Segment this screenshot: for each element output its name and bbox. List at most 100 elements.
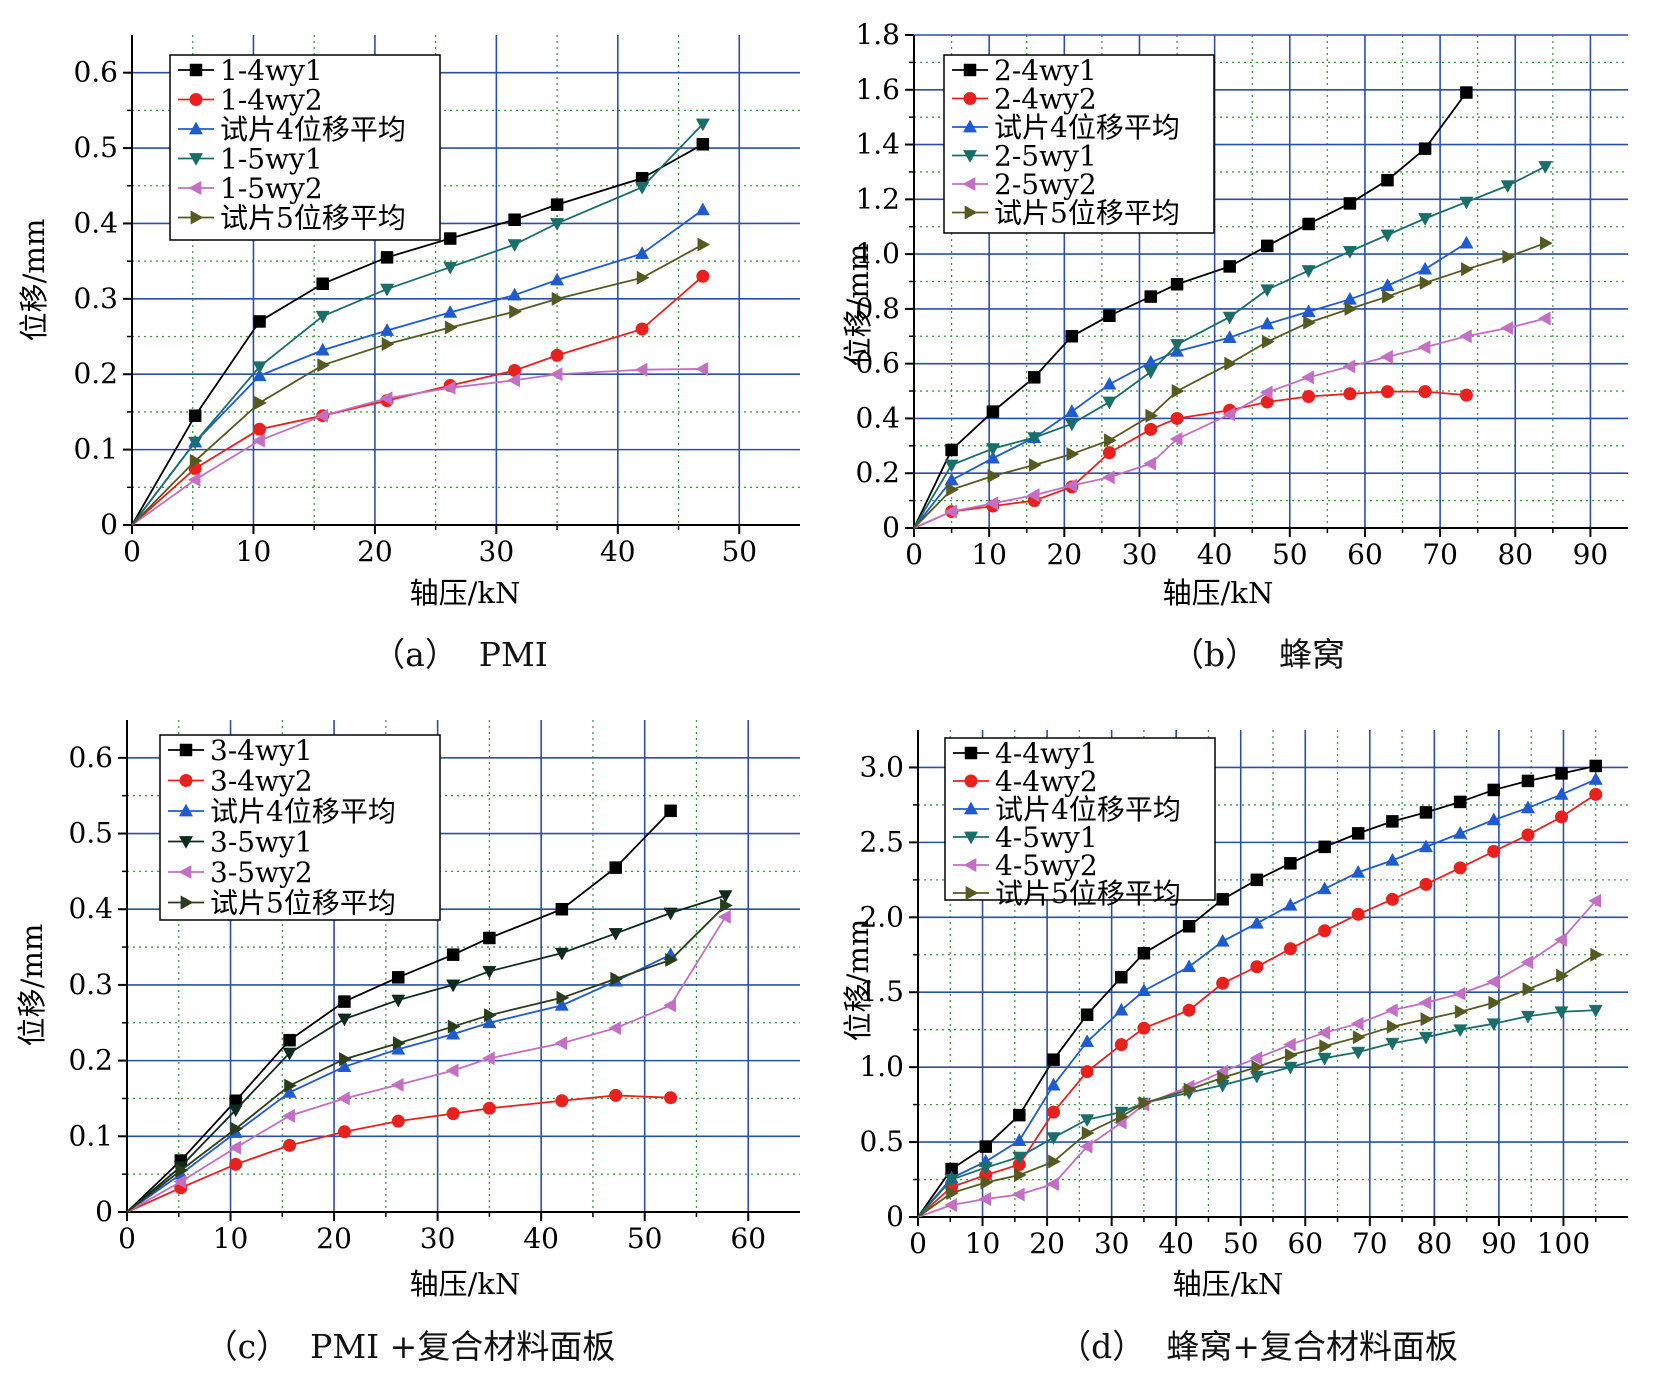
data-point [1419, 275, 1433, 290]
grid [914, 34, 1628, 528]
data-point [1143, 366, 1158, 380]
data-point [1385, 892, 1399, 906]
y-axis-label: 位移/mm [17, 219, 51, 342]
data-point [1380, 229, 1395, 243]
x-axis-label: 轴压/kN [1173, 1267, 1284, 1301]
series-line [126, 904, 727, 1213]
chart-caption-a: （a） PMI [372, 635, 548, 674]
legend-label: 1-4wy1 [220, 54, 323, 87]
data-point [1486, 974, 1500, 989]
data-point [1486, 1018, 1501, 1032]
data-point [1459, 388, 1473, 402]
y-tick-label: 0.1 [68, 1119, 113, 1152]
data-point [1380, 278, 1395, 291]
data-point [1556, 968, 1569, 983]
data-point [1182, 1003, 1196, 1017]
data-point [720, 898, 733, 913]
data-point [554, 947, 569, 961]
data-point [978, 1162, 993, 1175]
ticks: 0 10 20 30 40 50 60 70 80 90 100 0 0.5 1.0 1.5 2.0 2.5 3.… [859, 750, 1597, 1260]
data-point [1215, 933, 1230, 947]
data-point [1461, 262, 1474, 277]
x-tick-label: 30 [420, 1222, 456, 1255]
x-tick-label: 80 [1497, 538, 1533, 571]
y-tick-label: 0.5 [68, 817, 113, 850]
y-tick-label: 1.8 [855, 18, 900, 51]
data-point [1352, 1030, 1366, 1045]
legend-item: 3-4wy1 [168, 734, 313, 767]
data-point [944, 1174, 959, 1187]
data-point [1418, 385, 1432, 399]
x-tick-label: 70 [1352, 1227, 1388, 1260]
data-point [315, 310, 330, 324]
data-point [1458, 329, 1472, 344]
data-point [550, 218, 565, 231]
x-tick-label: 10 [213, 1222, 249, 1255]
legend-label: 试片5位移平均 [994, 197, 1180, 230]
data-point [1261, 334, 1275, 349]
legend-label: 试片4位移平均 [994, 111, 1180, 144]
x-tick-label: 60 [1347, 538, 1383, 571]
data-point [946, 1186, 959, 1201]
data-point [1170, 277, 1184, 291]
data-point [447, 1019, 461, 1034]
data-point [443, 232, 457, 245]
data-point [1102, 396, 1117, 410]
y-tick-label: 0 [95, 1195, 113, 1228]
data-point [1224, 356, 1238, 371]
legend-item: 2-5wy2 [952, 168, 1097, 201]
data-point [1027, 432, 1042, 446]
series-1 [913, 86, 1473, 529]
data-point [1344, 301, 1358, 316]
data-point [1488, 995, 1502, 1010]
data-point [380, 283, 395, 297]
data-point [1222, 311, 1237, 325]
data-point [1079, 1139, 1093, 1154]
data-point [187, 472, 201, 487]
data-point [985, 443, 1000, 456]
data-point [1318, 924, 1332, 938]
data-point [1418, 995, 1432, 1010]
data-point [1143, 354, 1158, 368]
y-tick-label: 0.3 [73, 282, 118, 315]
data-point [337, 1059, 352, 1073]
data-point [1317, 1052, 1332, 1066]
data-point [608, 928, 623, 941]
data-point [1283, 942, 1297, 956]
data-point [555, 902, 569, 916]
data-point [1453, 1024, 1468, 1038]
data-point [1136, 983, 1151, 997]
data-point [1487, 783, 1500, 797]
x-tick-label: 40 [523, 1222, 559, 1255]
legend-item: 试片4位移平均 [953, 793, 1181, 826]
data-point [664, 804, 677, 818]
legend-label: 2-4wy2 [994, 83, 1097, 116]
data-point [230, 1121, 244, 1136]
data-point [1251, 1060, 1265, 1075]
data-point [1144, 290, 1157, 303]
data-point [554, 1036, 568, 1051]
legend-marker [178, 864, 192, 880]
data-point [986, 405, 1000, 418]
data-point [1554, 787, 1569, 800]
data-point [252, 361, 267, 375]
legend-item: 试片4位移平均 [178, 113, 406, 146]
data-point [695, 202, 710, 216]
data-point [979, 1140, 993, 1153]
y-tick-label: 3.0 [859, 750, 904, 783]
data-point [1303, 315, 1316, 330]
data-point [252, 433, 265, 448]
data-point [444, 320, 458, 335]
data-point [445, 1063, 459, 1078]
data-point [316, 277, 329, 291]
data-point [1317, 881, 1332, 895]
x-tick-label: 10 [236, 535, 272, 568]
data-point [944, 504, 957, 519]
data-point [978, 1191, 992, 1207]
data-point [1283, 1061, 1298, 1075]
data-point [663, 998, 676, 1013]
x-tick-label: 0 [123, 535, 141, 568]
data-point [944, 472, 959, 486]
data-point [1283, 1037, 1296, 1052]
